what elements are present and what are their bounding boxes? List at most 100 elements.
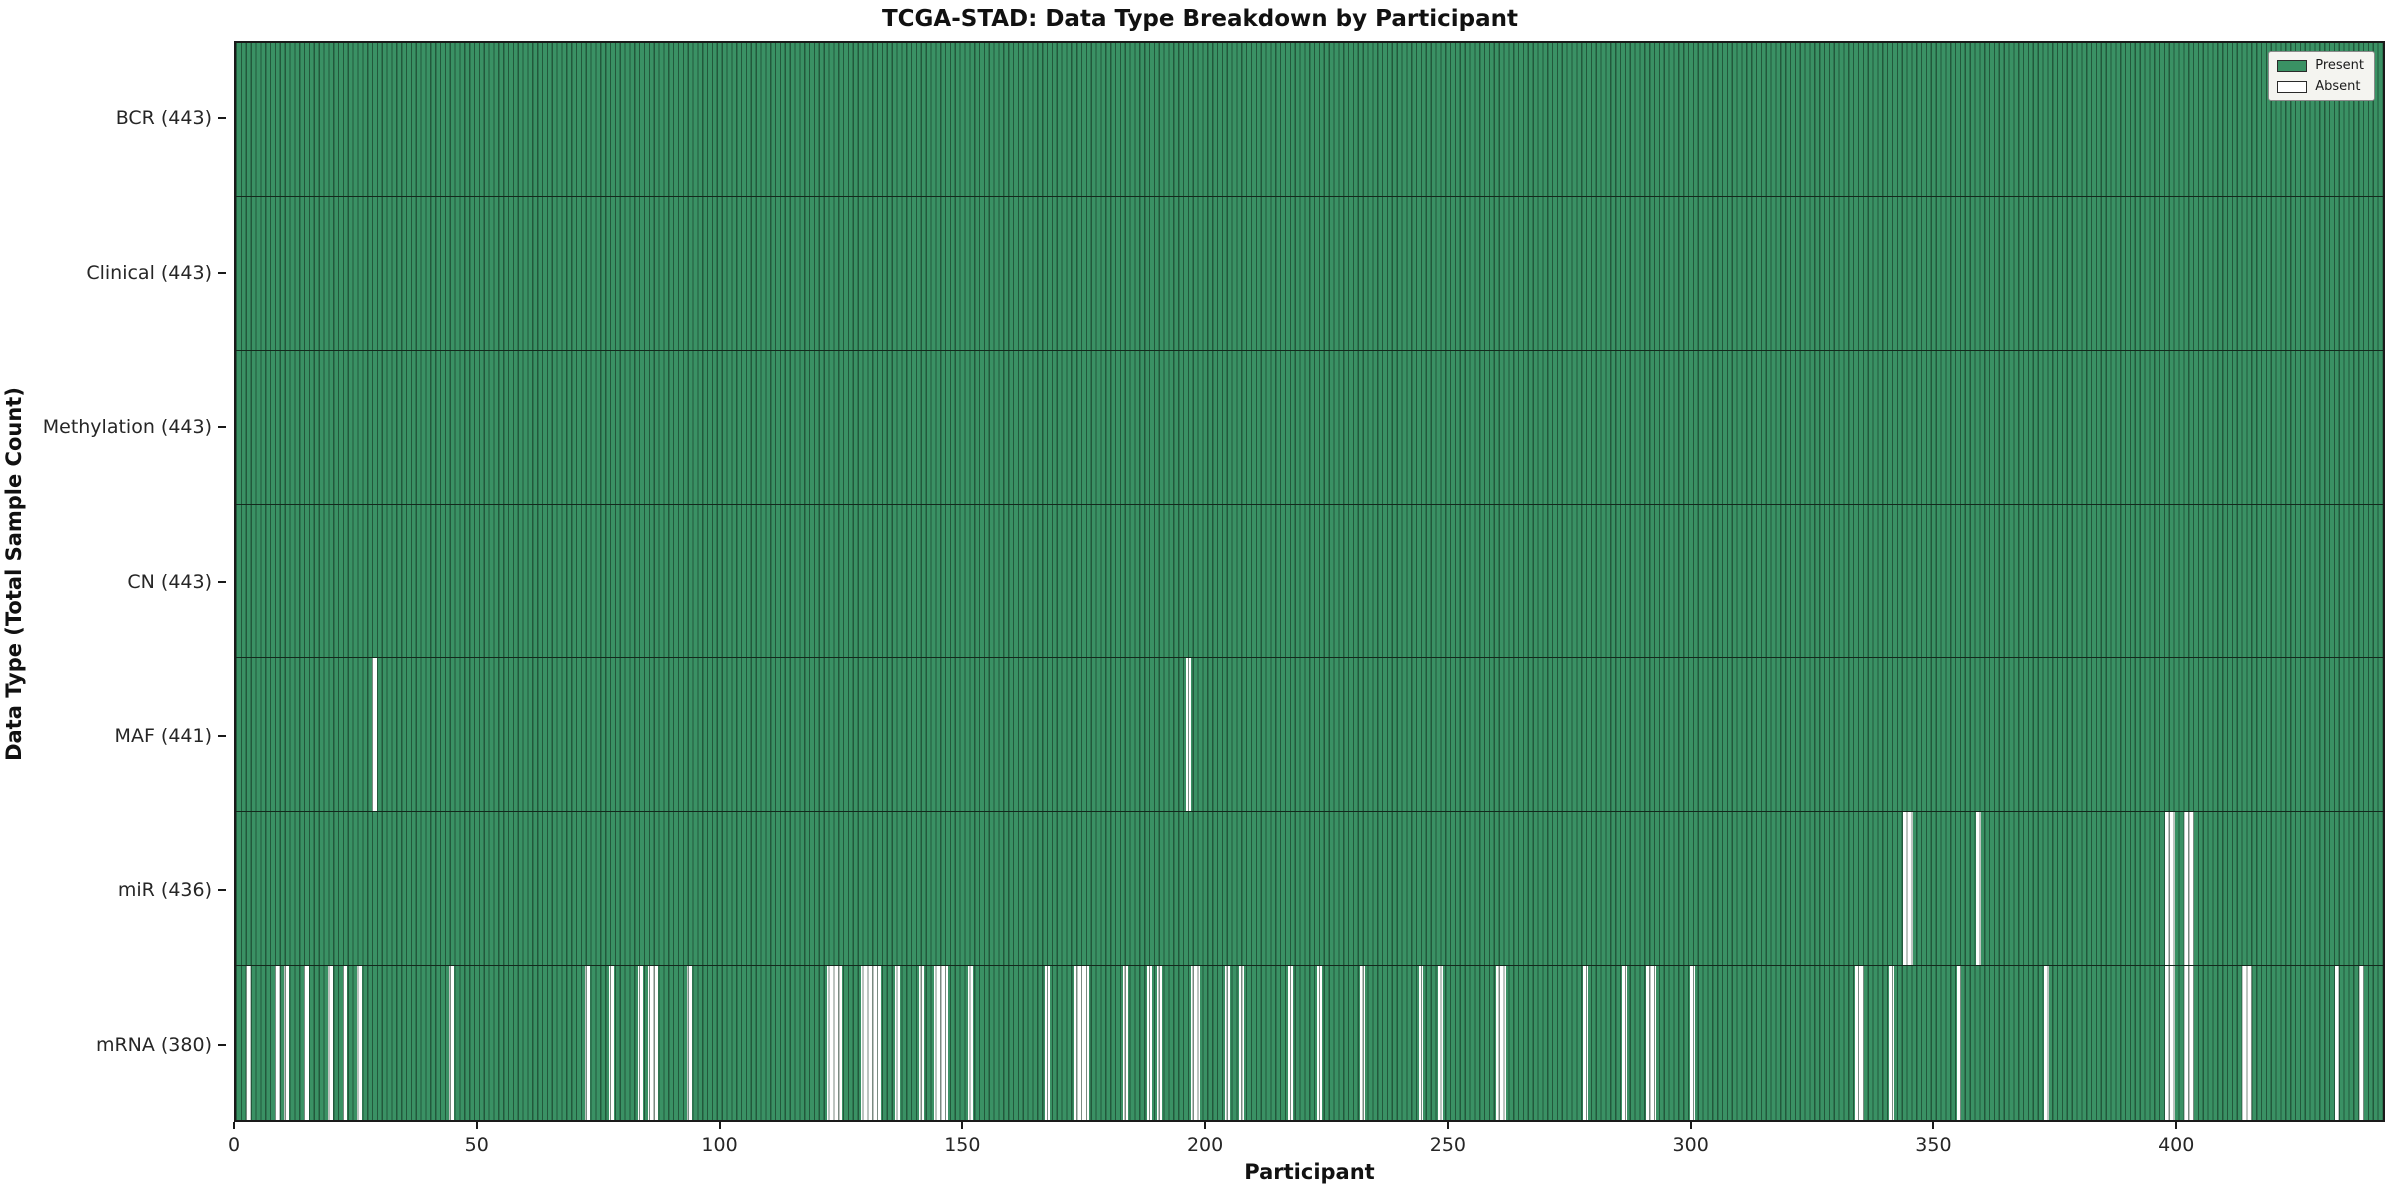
absent-cell: [1500, 966, 1506, 1120]
absent-cell: [303, 966, 309, 1120]
absent-cell: [2189, 966, 2194, 1120]
absent-cell: [342, 966, 348, 1120]
x-tick-mark: [1689, 1122, 1692, 1129]
chart-title: TCGA-STAD: Data Type Breakdown by Partic…: [881, 6, 1518, 32]
absent-cell: [357, 966, 362, 1120]
present-swatch-icon: [2277, 59, 2308, 72]
x-tick-mark: [1446, 1122, 1449, 1129]
heatmap-row-mrna: [236, 966, 2383, 1120]
y-tick-label-mrna: mRNA (380): [95, 1033, 212, 1056]
absent-cell: [1084, 966, 1089, 1120]
legend-label-absent: Absent: [2315, 79, 2361, 94]
heatmap-row-mir: [236, 812, 2383, 967]
x-tick-mark: [475, 1122, 478, 1129]
absent-cell: [2247, 966, 2253, 1120]
x-tick-mark: [1932, 1122, 1935, 1129]
absent-cell: [1956, 966, 1962, 1120]
y-tick-mark: [218, 580, 226, 583]
heatmap-row-bcr: [236, 43, 2383, 197]
absent-cell: [584, 966, 590, 1120]
heatmap-row-maf: [236, 658, 2383, 813]
y-tick-label-mir: miR (436): [117, 879, 212, 902]
x-tick-mark: [961, 1122, 964, 1129]
x-tick-label-250: 250: [1429, 1134, 1467, 1156]
y-tick-mark: [218, 271, 226, 274]
x-tick-mark: [1204, 1122, 1207, 1129]
absent-cell: [1859, 966, 1865, 1120]
heatmap-row-methylation: [236, 350, 2383, 505]
absent-cell: [967, 966, 973, 1120]
absent-cell: [1185, 658, 1191, 812]
absent-cell: [895, 966, 900, 1120]
y-tick-mark: [218, 889, 226, 892]
y-tick-label-bcr: BCR (443): [115, 107, 212, 130]
y-tick-mark: [218, 1043, 226, 1046]
legend: Present Absent: [2268, 51, 2375, 101]
absent-cell: [1360, 966, 1366, 1120]
absent-cell: [1147, 966, 1152, 1120]
absent-cell: [836, 966, 842, 1120]
x-tick-mark: [2175, 1122, 2178, 1129]
absent-cell: [1888, 966, 1894, 1120]
absent-cell: [449, 966, 455, 1120]
y-tick-label-methylation: Methylation (443): [42, 416, 212, 439]
y-tick-label-cn: CN (443): [127, 570, 212, 593]
absent-cell: [609, 966, 615, 1120]
absent-cell: [1122, 966, 1128, 1120]
y-tick-mark: [218, 426, 226, 429]
absent-cell: [1437, 966, 1443, 1120]
absent-cell: [1975, 812, 1981, 966]
absent-cell: [919, 966, 925, 1120]
absent-cell: [2189, 812, 2194, 966]
y-axis-tick-labels: BCR (443) Clinical (443) Methylation (443)…: [0, 41, 226, 1122]
absent-cell: [2169, 966, 2175, 1120]
legend-entry-present: Present: [2277, 58, 2364, 73]
absent-cell: [686, 966, 692, 1120]
absent-cell: [1316, 966, 1322, 1120]
absent-cell: [245, 966, 251, 1120]
heatmap-plot-area: Present Absent: [234, 41, 2385, 1122]
absent-cell: [1418, 966, 1424, 1120]
x-tick-label-350: 350: [1915, 1134, 1952, 1156]
x-tick-mark: [233, 1122, 235, 1129]
absent-cell: [638, 966, 644, 1120]
y-tick-label-maf: MAF (441): [114, 724, 212, 747]
legend-entry-absent: Absent: [2277, 79, 2364, 94]
x-tick-mark: [718, 1122, 721, 1129]
absent-cell: [1287, 966, 1293, 1120]
absent-cell: [1224, 966, 1230, 1120]
absent-cell: [1045, 966, 1051, 1120]
absent-cell: [1622, 966, 1627, 1120]
heatmap-row-cn: [236, 504, 2383, 659]
absent-cell: [875, 966, 881, 1120]
absent-cell: [652, 966, 658, 1120]
absent-cell: [2334, 966, 2340, 1120]
y-tick-label-clinical: Clinical (443): [86, 261, 212, 284]
absent-cell: [1689, 966, 1695, 1120]
absent-cell: [943, 966, 949, 1120]
legend-label-present: Present: [2315, 58, 2364, 73]
heatmap-row-clinical: [236, 196, 2383, 351]
absent-cell: [1651, 966, 1657, 1120]
x-tick-label-300: 300: [1672, 1134, 1709, 1156]
absent-cell: [274, 966, 280, 1120]
x-axis-tick-labels: 0 50 100 150 200 250 300 350 400: [228, 1122, 2385, 1162]
x-tick-label-200: 200: [1186, 1134, 1224, 1156]
absent-cell: [1908, 812, 1913, 966]
absent-cell: [2043, 966, 2049, 1120]
absent-cell: [2358, 966, 2364, 1120]
y-tick-mark: [218, 734, 226, 737]
x-tick-label-400: 400: [2158, 1134, 2195, 1156]
heatmap-rows: [236, 43, 2383, 1120]
x-tick-label-150: 150: [944, 1134, 981, 1156]
absent-cell: [1195, 966, 1201, 1120]
absent-swatch-icon: [2277, 80, 2308, 93]
x-axis-label: Participant: [1244, 1160, 1375, 1184]
absent-cell: [371, 658, 377, 812]
absent-cell: [2169, 812, 2175, 966]
absent-cell: [1583, 966, 1589, 1120]
absent-cell: [1239, 966, 1245, 1120]
x-tick-label-50: 50: [464, 1134, 489, 1156]
x-tick-label-100: 100: [701, 1134, 738, 1156]
